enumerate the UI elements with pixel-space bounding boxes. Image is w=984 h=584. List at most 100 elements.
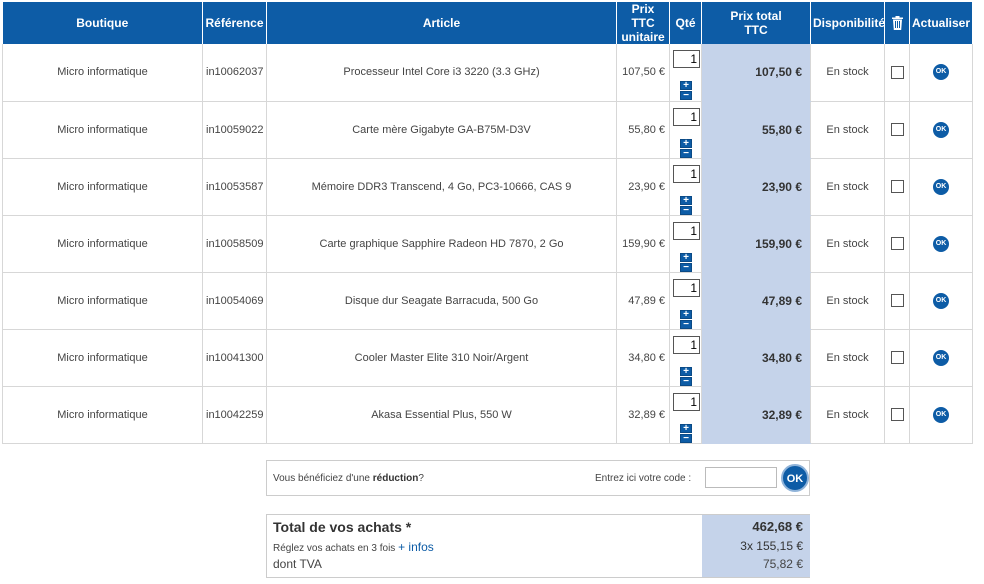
qty-increment-button[interactable]: + <box>680 81 692 91</box>
promo-code-input[interactable] <box>705 467 777 488</box>
header-unit-price-line1: Prix TTC <box>631 2 655 30</box>
qty-decrement-button[interactable]: − <box>680 148 692 158</box>
delete-checkbox[interactable] <box>890 408 904 421</box>
cell-unit-price: 32,89 € <box>616 386 670 444</box>
cell-reference: in10062037 <box>202 44 267 102</box>
cell-qty: +− <box>669 158 702 216</box>
qty-input[interactable] <box>673 278 700 297</box>
cell-reference: in10058509 <box>202 215 267 273</box>
qty-control: +− <box>672 164 700 215</box>
installment-label: Réglez vos achats en 3 fois + infos <box>273 540 434 554</box>
cell-reference: in10054069 <box>202 272 267 330</box>
cell-qty: +− <box>669 215 702 273</box>
cell-update: OK <box>909 272 973 330</box>
reduction-box: Vous bénéficiez d'une réduction? Entrez … <box>266 460 810 496</box>
qty-increment-button[interactable]: + <box>680 309 692 319</box>
cell-unit-price: 34,80 € <box>616 329 670 387</box>
cell-shop: Micro informatique <box>2 101 203 159</box>
cell-shop: Micro informatique <box>2 215 203 273</box>
cell-qty: +− <box>669 272 702 330</box>
qty-increment-button[interactable]: + <box>680 423 692 433</box>
table-row: Micro informatique in10058509 Carte graphi… <box>2 215 973 273</box>
cell-qty: +− <box>669 329 702 387</box>
qty-input[interactable] <box>673 221 700 240</box>
header-boutique: Boutique <box>2 2 203 44</box>
table-row: Micro informatique in10054069 Disque dur S… <box>2 272 973 330</box>
qty-decrement-button[interactable]: − <box>680 262 692 272</box>
cell-update: OK <box>909 215 973 273</box>
cart-table: Boutique Référence Article Prix TTC unita… <box>2 2 973 444</box>
qty-control: +− <box>672 50 700 101</box>
cell-unit-price: 23,90 € <box>616 158 670 216</box>
cell-delete <box>884 386 910 444</box>
qty-input[interactable] <box>673 50 700 69</box>
header-unit-price-line2: unitaire <box>621 30 665 44</box>
reduction-prompt-before: Vous bénéficiez d'une <box>273 473 373 484</box>
total-label: Total de vos achats * <box>273 519 412 535</box>
cell-shop: Micro informatique <box>2 44 203 102</box>
header-total-price: Prix total TTC <box>701 2 811 44</box>
qty-input[interactable] <box>673 164 700 183</box>
update-ok-button[interactable]: OK <box>933 292 949 309</box>
cell-delete <box>884 101 910 159</box>
delete-checkbox[interactable] <box>890 351 904 364</box>
qty-decrement-button[interactable]: − <box>680 91 692 101</box>
cell-update: OK <box>909 386 973 444</box>
tva-value: 75,82 € <box>762 557 803 571</box>
table-header-row: Boutique Référence Article Prix TTC unita… <box>2 2 973 44</box>
qty-decrement-button[interactable]: − <box>680 376 692 386</box>
cell-total-price: 34,80 € <box>701 329 811 387</box>
qty-input[interactable] <box>673 107 700 126</box>
qty-increment-button[interactable]: + <box>680 366 692 376</box>
qty-increment-button[interactable]: + <box>680 252 692 262</box>
qty-control: +− <box>672 278 700 329</box>
delete-checkbox[interactable] <box>890 294 904 307</box>
header-article: Article <box>266 2 617 44</box>
qty-control: +− <box>672 392 700 443</box>
qty-input[interactable] <box>673 392 700 411</box>
header-qty: Qté <box>669 2 702 44</box>
cell-article: Carte graphique Sapphire Radeon HD 7870,… <box>266 215 617 273</box>
header-delete <box>884 2 910 44</box>
cell-availability: En stock <box>810 272 885 330</box>
update-ok-button[interactable]: OK <box>933 406 949 423</box>
tva-label: dont TVA <box>273 557 322 571</box>
cell-update: OK <box>909 44 973 102</box>
update-ok-button[interactable]: OK <box>933 349 949 366</box>
delete-checkbox[interactable] <box>890 65 904 79</box>
cell-availability: En stock <box>810 44 885 102</box>
cell-total-price: 47,89 € <box>701 272 811 330</box>
total-value: 462,68 € <box>752 519 803 534</box>
delete-checkbox[interactable] <box>890 180 904 193</box>
cell-article: Processeur Intel Core i3 3220 (3.3 GHz) <box>266 44 617 102</box>
qty-decrement-button[interactable]: − <box>680 319 692 329</box>
update-ok-button[interactable]: OK <box>933 235 949 252</box>
cell-total-price: 159,90 € <box>701 215 811 273</box>
header-update: Actualiser <box>909 2 973 44</box>
qty-increment-button[interactable]: + <box>680 195 692 205</box>
qty-control: +− <box>672 221 700 272</box>
more-info-link[interactable]: + infos <box>398 540 434 554</box>
cell-reference: in10059022 <box>202 101 267 159</box>
table-row: Micro informatique in10042259 Akasa Essent… <box>2 386 973 444</box>
update-ok-button[interactable]: OK <box>933 178 949 195</box>
qty-decrement-button[interactable]: − <box>680 205 692 215</box>
delete-checkbox[interactable] <box>890 123 904 136</box>
totals-box: Total de vos achats * Réglez vos achats … <box>266 514 810 578</box>
qty-increment-button[interactable]: + <box>680 138 692 148</box>
cell-delete <box>884 272 910 330</box>
cell-unit-price: 47,89 € <box>616 272 670 330</box>
installment-value: 3x 155,15 € <box>740 539 803 553</box>
update-ok-button[interactable]: OK <box>933 64 949 81</box>
update-ok-button[interactable]: OK <box>933 121 949 138</box>
promo-code-ok-button[interactable]: OK <box>781 464 809 492</box>
cell-article: Cooler Master Elite 310 Noir/Argent <box>266 329 617 387</box>
cell-reference: in10041300 <box>202 329 267 387</box>
qty-decrement-button[interactable]: − <box>680 433 692 443</box>
cell-availability: En stock <box>810 158 885 216</box>
qty-input[interactable] <box>673 335 700 354</box>
cell-qty: +− <box>669 44 702 102</box>
cell-availability: En stock <box>810 329 885 387</box>
delete-checkbox[interactable] <box>890 237 904 250</box>
cell-total-price: 55,80 € <box>701 101 811 159</box>
